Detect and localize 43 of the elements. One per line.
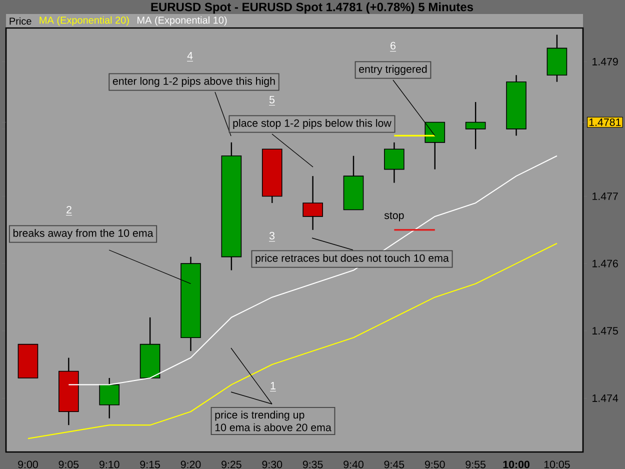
annotation: 10 ema is above 20 ema bbox=[215, 423, 332, 432]
annotation: breaks away from the 10 ema bbox=[13, 229, 154, 239]
candlestick bbox=[302, 175, 323, 231]
annotation: 1 bbox=[270, 382, 276, 390]
annotation: 2 bbox=[66, 206, 72, 214]
x-tick-label: 10:05 bbox=[544, 460, 570, 468]
annotation: 4 bbox=[187, 52, 193, 60]
y-tick-label: 1.474 bbox=[592, 394, 618, 402]
annotation: 3 bbox=[269, 232, 274, 240]
text: Price bbox=[10, 17, 32, 25]
x-tick-label: 9:35 bbox=[302, 460, 323, 468]
annotation: place stop 1-2 pips below this low bbox=[233, 119, 392, 129]
x-tick-label: 9:10 bbox=[99, 460, 120, 468]
x-tick-label: 9:15 bbox=[140, 460, 160, 468]
text: MA (Exponential 10) bbox=[138, 16, 227, 26]
x-tick-label: 9:05 bbox=[58, 460, 79, 468]
x-tick-label: 9:20 bbox=[180, 460, 201, 468]
annotation: price retraces but does not touch 10 ema bbox=[256, 254, 449, 264]
candlestick bbox=[99, 377, 120, 419]
x-tick-label: 9:55 bbox=[466, 460, 486, 468]
y-tick-label: 1.477 bbox=[592, 192, 618, 200]
annotation: stop bbox=[384, 212, 404, 222]
candlestick bbox=[465, 101, 486, 150]
x-tick-label: 10:00 bbox=[503, 460, 530, 468]
x-tick-label: 9:25 bbox=[222, 460, 242, 468]
annotation: enter long 1-2 pips above this high bbox=[112, 77, 275, 87]
x-tick-label: 9:45 bbox=[384, 460, 404, 468]
line-series bbox=[27, 242, 558, 440]
candlestick bbox=[384, 142, 404, 184]
text: MA (Exponential 20) bbox=[40, 16, 129, 26]
annotation: entry triggered bbox=[359, 65, 427, 75]
y-tick-label: 1.476 bbox=[592, 260, 618, 268]
annotation: 5 bbox=[269, 96, 275, 104]
y-tick-label: 1.475 bbox=[592, 327, 618, 335]
y-tick-label: 1.4781 bbox=[589, 118, 621, 126]
annotation: 6 bbox=[390, 42, 396, 50]
x-tick-label: 9:00 bbox=[18, 460, 38, 468]
chart-title: EURUSD Spot - EURUSD Spot 1.4781 (+0.78%) 5 Minutes bbox=[151, 2, 474, 14]
y-tick-label: 1.479 bbox=[592, 58, 618, 66]
x-tick-label: 9:30 bbox=[262, 460, 282, 468]
annotation: price is trending up bbox=[215, 410, 304, 421]
x-tick-label: 9:50 bbox=[425, 460, 445, 468]
x-tick-label: 9:40 bbox=[344, 460, 364, 468]
